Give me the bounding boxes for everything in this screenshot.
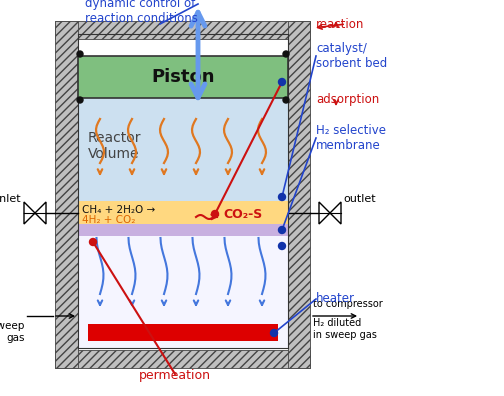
- Text: heater: heater: [316, 293, 355, 305]
- Text: outlet: outlet: [343, 194, 375, 204]
- Bar: [78, 201, 288, 224]
- Circle shape: [279, 227, 285, 234]
- Text: CH₄ + 2H₂O →: CH₄ + 2H₂O →: [82, 205, 155, 215]
- Circle shape: [90, 238, 96, 246]
- Bar: [78, 98, 288, 201]
- Circle shape: [212, 211, 219, 217]
- Text: H₂ diluted
in sweep gas: H₂ diluted in sweep gas: [313, 318, 377, 340]
- Bar: [55, 350, 310, 368]
- Circle shape: [279, 194, 285, 200]
- Polygon shape: [319, 202, 330, 224]
- Polygon shape: [24, 202, 35, 224]
- Text: permeation: permeation: [139, 369, 211, 383]
- Bar: [78, 224, 288, 236]
- Circle shape: [77, 97, 83, 103]
- Text: catalyst/
sorbent bed: catalyst/ sorbent bed: [316, 42, 387, 70]
- Text: Reactor
Volume: Reactor Volume: [88, 131, 142, 161]
- Text: dynamic control of
reaction conditions: dynamic control of reaction conditions: [85, 0, 198, 25]
- Bar: [55, 21, 78, 368]
- Text: 4H₂ + CO₂: 4H₂ + CO₂: [82, 215, 136, 225]
- Circle shape: [283, 51, 289, 57]
- Text: Piston: Piston: [151, 68, 215, 86]
- Text: to compressor: to compressor: [313, 299, 383, 309]
- Circle shape: [271, 329, 278, 337]
- Text: H₂ selective
membrane: H₂ selective membrane: [316, 124, 386, 152]
- Bar: [55, 21, 310, 39]
- Text: inlet: inlet: [0, 194, 21, 204]
- Circle shape: [279, 78, 285, 86]
- Bar: [288, 21, 310, 368]
- Circle shape: [279, 242, 285, 249]
- Circle shape: [77, 51, 83, 57]
- Text: sweep
gas: sweep gas: [0, 321, 25, 343]
- Text: CO₂-S: CO₂-S: [223, 208, 262, 221]
- Circle shape: [283, 97, 289, 103]
- Polygon shape: [35, 202, 46, 224]
- Bar: [78, 236, 288, 348]
- Text: adsorption: adsorption: [316, 93, 379, 105]
- Polygon shape: [330, 202, 341, 224]
- Text: reaction: reaction: [316, 17, 364, 30]
- Bar: [88, 324, 278, 341]
- Bar: [78, 56, 288, 98]
